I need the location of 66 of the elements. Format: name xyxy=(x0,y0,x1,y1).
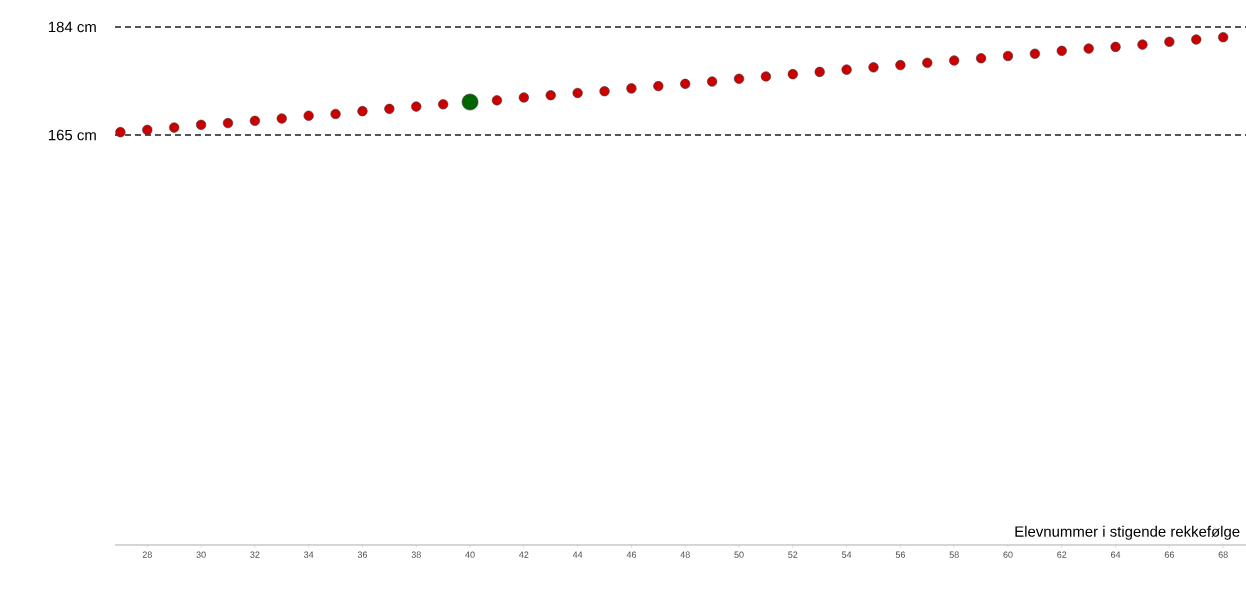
point xyxy=(895,59,906,71)
point xyxy=(787,69,798,80)
point xyxy=(1056,45,1067,56)
point xyxy=(545,90,556,101)
x-tick-label: 58 xyxy=(949,551,959,558)
ref-line-label: 165 cm xyxy=(48,129,96,141)
point xyxy=(814,66,825,77)
point xyxy=(1137,39,1148,50)
x-tick-label: 68 xyxy=(1218,551,1228,558)
x-tick-label: 34 xyxy=(304,551,314,558)
x-tick-label: 52 xyxy=(788,551,798,558)
x-tick-label: 56 xyxy=(895,551,905,558)
x-axis-title: Elevnummer i stigende rekkefølge xyxy=(1015,525,1240,540)
x-tick-label: 38 xyxy=(411,551,421,558)
point xyxy=(653,81,664,92)
point xyxy=(276,113,287,124)
point xyxy=(222,117,234,129)
point xyxy=(330,108,341,120)
point xyxy=(303,110,314,121)
point xyxy=(572,87,583,99)
x-tick-label: 36 xyxy=(357,551,368,558)
point xyxy=(1191,34,1202,45)
x-tick-label: 32 xyxy=(250,551,260,558)
point xyxy=(841,64,852,75)
point xyxy=(1029,48,1040,59)
point xyxy=(949,55,960,66)
x-tick-label: 64 xyxy=(1111,551,1121,558)
point xyxy=(249,115,260,126)
point xyxy=(1164,36,1175,47)
x-tick-label: 66 xyxy=(1164,551,1174,558)
point xyxy=(357,106,368,117)
point xyxy=(169,122,180,133)
point xyxy=(195,119,207,130)
x-tick-label: 28 xyxy=(142,551,152,558)
x-tick-label: 60 xyxy=(1003,551,1013,558)
point xyxy=(438,99,449,110)
point xyxy=(1218,32,1229,43)
x-tick-label: 30 xyxy=(196,551,206,558)
x-tick-label: 48 xyxy=(680,551,690,558)
point xyxy=(461,93,479,111)
point xyxy=(599,86,610,97)
x-tick-label: 40 xyxy=(465,551,475,558)
point xyxy=(115,127,126,138)
point xyxy=(1110,41,1121,52)
point xyxy=(411,101,422,112)
x-tick-label: 50 xyxy=(734,551,744,558)
point xyxy=(868,62,879,73)
x-tick-label: 62 xyxy=(1057,551,1067,558)
x-tick-label: 46 xyxy=(626,551,637,558)
x-tick-label: 44 xyxy=(572,551,583,558)
point xyxy=(1002,50,1014,62)
point xyxy=(922,57,933,68)
ref-line-label: 184 cm xyxy=(48,21,96,33)
point xyxy=(518,92,529,103)
x-tick-label: 54 xyxy=(841,551,852,558)
point xyxy=(760,71,772,82)
point xyxy=(626,83,637,94)
x-tick-label: 42 xyxy=(519,551,529,558)
point xyxy=(707,76,718,87)
point xyxy=(733,73,745,84)
point xyxy=(680,78,691,89)
point xyxy=(975,53,987,64)
point xyxy=(1083,43,1094,54)
point xyxy=(491,95,503,106)
point xyxy=(384,103,395,114)
point xyxy=(142,124,153,135)
